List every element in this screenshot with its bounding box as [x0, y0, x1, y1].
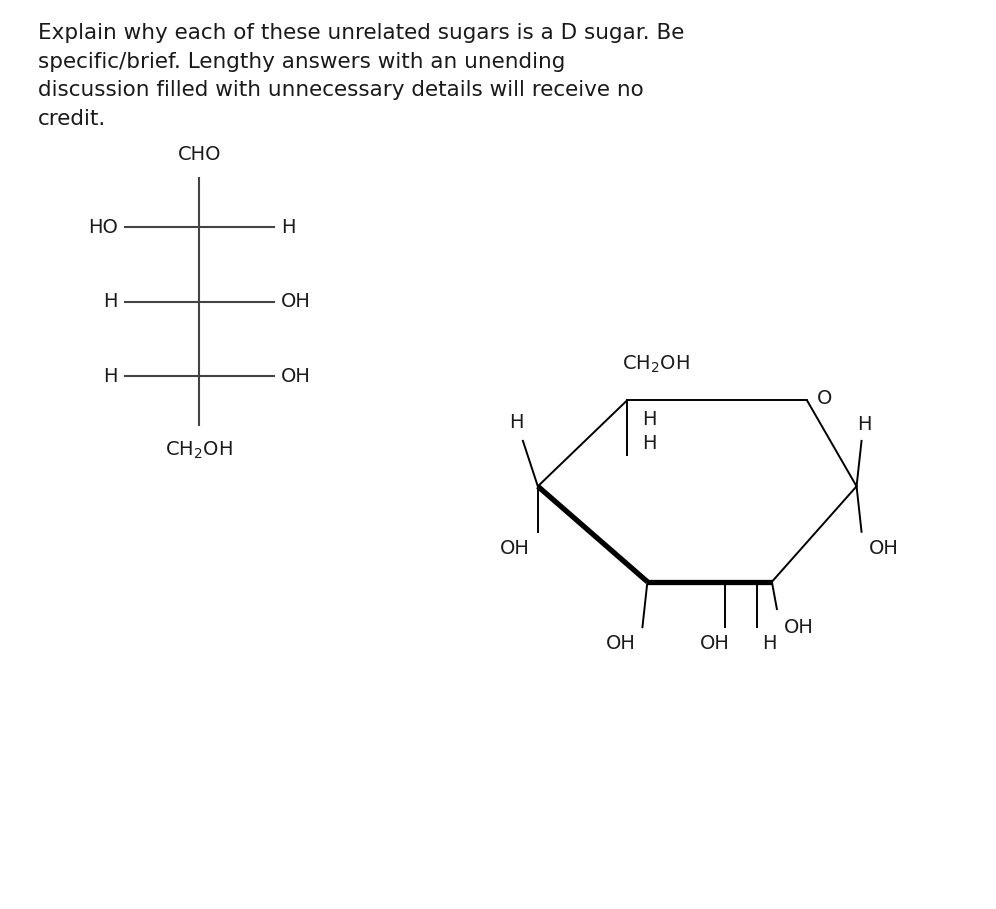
- Text: CHO: CHO: [177, 145, 221, 164]
- Text: HO: HO: [88, 218, 118, 236]
- Text: H: H: [642, 411, 657, 429]
- Text: OH: OH: [281, 367, 311, 385]
- Text: H: H: [103, 367, 118, 385]
- Text: OH: OH: [500, 539, 530, 558]
- Text: OH: OH: [700, 634, 729, 654]
- Text: H: H: [281, 218, 296, 236]
- Text: H: H: [103, 293, 118, 311]
- Text: CH$_2$OH: CH$_2$OH: [622, 354, 689, 375]
- Text: Explain why each of these unrelated sugars is a D sugar. Be
specific/brief. Leng: Explain why each of these unrelated suga…: [38, 23, 684, 129]
- Text: OH: OH: [784, 618, 814, 637]
- Text: H: H: [858, 415, 872, 434]
- Text: OH: OH: [281, 293, 311, 311]
- Text: H: H: [642, 435, 657, 453]
- Text: O: O: [817, 389, 832, 407]
- Text: H: H: [509, 413, 523, 432]
- Text: OH: OH: [869, 539, 898, 558]
- Text: H: H: [762, 634, 777, 654]
- Text: OH: OH: [606, 634, 635, 654]
- Text: CH$_2$OH: CH$_2$OH: [165, 440, 233, 461]
